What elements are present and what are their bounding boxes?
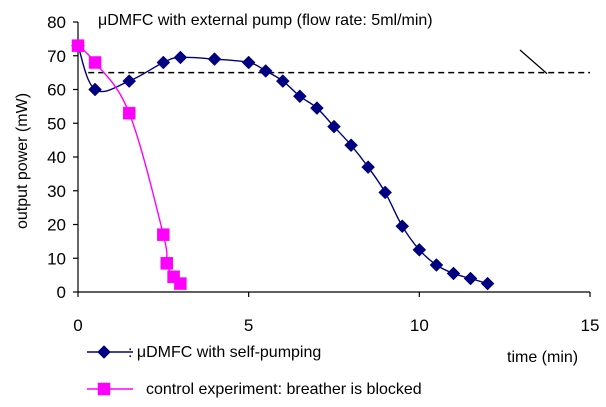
reference-line-annotation: μDMFC with external pump (flow rate: 5ml… [98, 12, 433, 29]
data-point-self-pumping [395, 219, 410, 234]
data-point-self-pumping [446, 266, 461, 281]
y-tick-label: 0 [57, 283, 66, 302]
data-point-control [71, 39, 85, 52]
x-tick-label: 10 [410, 316, 429, 335]
series [71, 38, 495, 291]
legend-marker [97, 382, 111, 396]
y-axis-label: output power (mW) [14, 93, 31, 229]
data-point-self-pumping [122, 74, 137, 88]
legend-item-self-pumping [87, 345, 133, 359]
data-point-control [174, 277, 187, 290]
y-tick-label: 10 [47, 249, 66, 268]
legend-label-self-pumping: : μDMFC with self-pumping [128, 344, 321, 361]
y-tick-label: 70 [47, 47, 66, 66]
x-tick-label: 15 [581, 316, 600, 335]
annotation-leader-line [519, 49, 548, 75]
y-tick-label: 60 [47, 81, 66, 100]
y-tick-label: 50 [47, 114, 66, 133]
y-tick-label: 40 [47, 148, 66, 167]
data-point-self-pumping [344, 138, 358, 153]
data-point-self-pumping [429, 258, 444, 272]
data-point-control [88, 56, 102, 69]
legend-label-control: control experiment: breather is blocked [146, 381, 422, 398]
data-point-control [160, 257, 173, 270]
data-point-control [157, 228, 170, 241]
x-axis-label: time (min) [507, 349, 578, 366]
data-point-self-pumping [310, 101, 324, 115]
x-tick-label: 5 [244, 316, 253, 335]
data-point-control [122, 106, 136, 120]
data-point-self-pumping [463, 271, 478, 286]
data-point-self-pumping [293, 89, 307, 104]
data-point-self-pumping [207, 52, 222, 66]
legend-item-control [87, 382, 133, 396]
y-tick-label: 30 [47, 182, 66, 201]
x-tick-label: 0 [73, 316, 82, 335]
legend: : μDMFC with self-pumping control experi… [87, 344, 422, 398]
y-tick-label: 20 [47, 216, 66, 235]
data-point-self-pumping [378, 185, 393, 200]
data-point-self-pumping [156, 55, 171, 70]
legend-marker [97, 345, 111, 359]
data-point-self-pumping [480, 276, 495, 291]
data-point-self-pumping [412, 242, 427, 257]
axes [77, 22, 590, 293]
y-tick-label: 80 [47, 13, 66, 32]
ticks: 0 10 20 30 40 50 60 70 80 0 5 10 15 [47, 13, 599, 335]
data-point-self-pumping [88, 82, 102, 97]
data-point-self-pumping [241, 55, 256, 70]
data-point-self-pumping [173, 50, 188, 65]
data-point-self-pumping [258, 64, 273, 78]
data-point-self-pumping [275, 74, 290, 88]
data-point-self-pumping [327, 119, 341, 134]
data-point-self-pumping [361, 160, 375, 174]
